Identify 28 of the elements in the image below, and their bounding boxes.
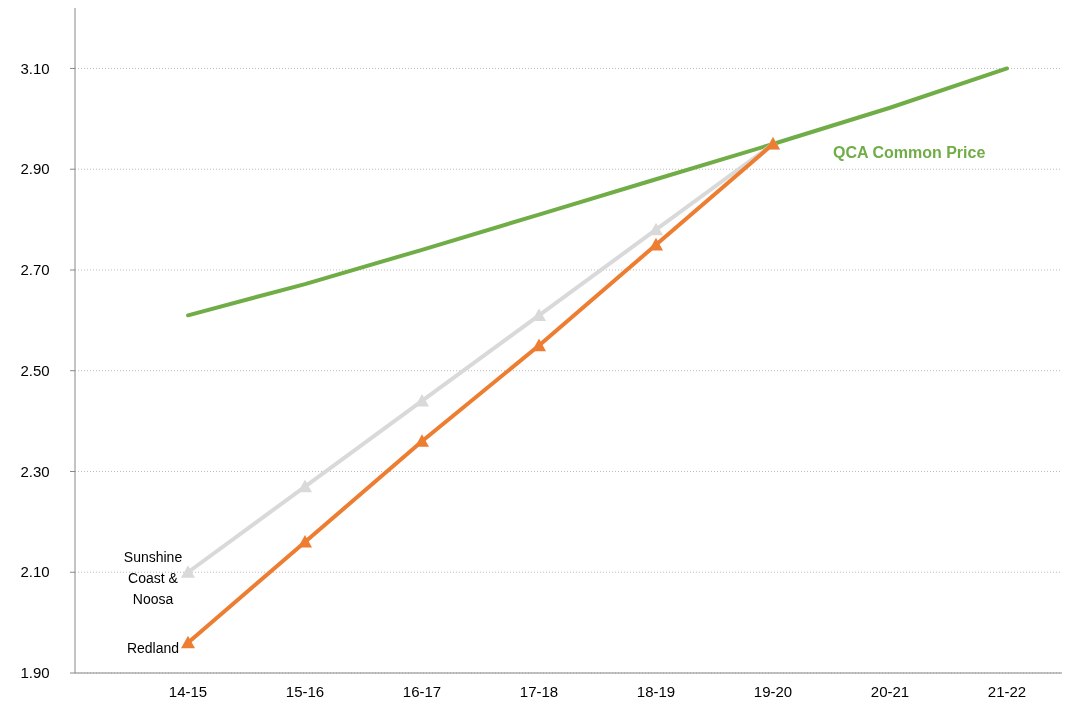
y-tick-label: 2.70 — [20, 261, 50, 279]
point — [532, 338, 546, 352]
y-tick-label: 2.10 — [20, 563, 50, 581]
point — [298, 535, 312, 548]
point — [298, 479, 312, 493]
point — [649, 237, 663, 251]
point — [181, 565, 195, 578]
y-tick-label: 1.90 — [20, 664, 50, 682]
y-tick-label: 2.50 — [20, 361, 50, 379]
point — [181, 635, 195, 649]
x-tick-label: 17-18 — [519, 683, 559, 700]
series-label: Redland — [126, 639, 180, 656]
series-label: Sunshine Coast & Noosa — [123, 549, 183, 608]
point — [649, 222, 663, 236]
series-label: QCA Common Price — [833, 144, 986, 162]
y-tick-label: 2.90 — [20, 160, 50, 178]
y-tick-label: 2.30 — [20, 462, 50, 480]
x-tick-label: 14-15 — [168, 683, 208, 700]
line-series — [186, 66, 1009, 318]
x-tick-label: 19-20 — [753, 683, 793, 700]
point — [415, 434, 429, 447]
x-tick-label: 18-19 — [636, 683, 676, 700]
x-tick-label: 16-17 — [402, 683, 442, 700]
point — [415, 393, 429, 407]
x-tick-label: 15-16 — [285, 683, 325, 700]
x-tick-label: 20-21 — [870, 683, 910, 700]
y-tick-label: 3.10 — [20, 59, 50, 77]
x-tick-label: 21-22 — [987, 683, 1027, 700]
